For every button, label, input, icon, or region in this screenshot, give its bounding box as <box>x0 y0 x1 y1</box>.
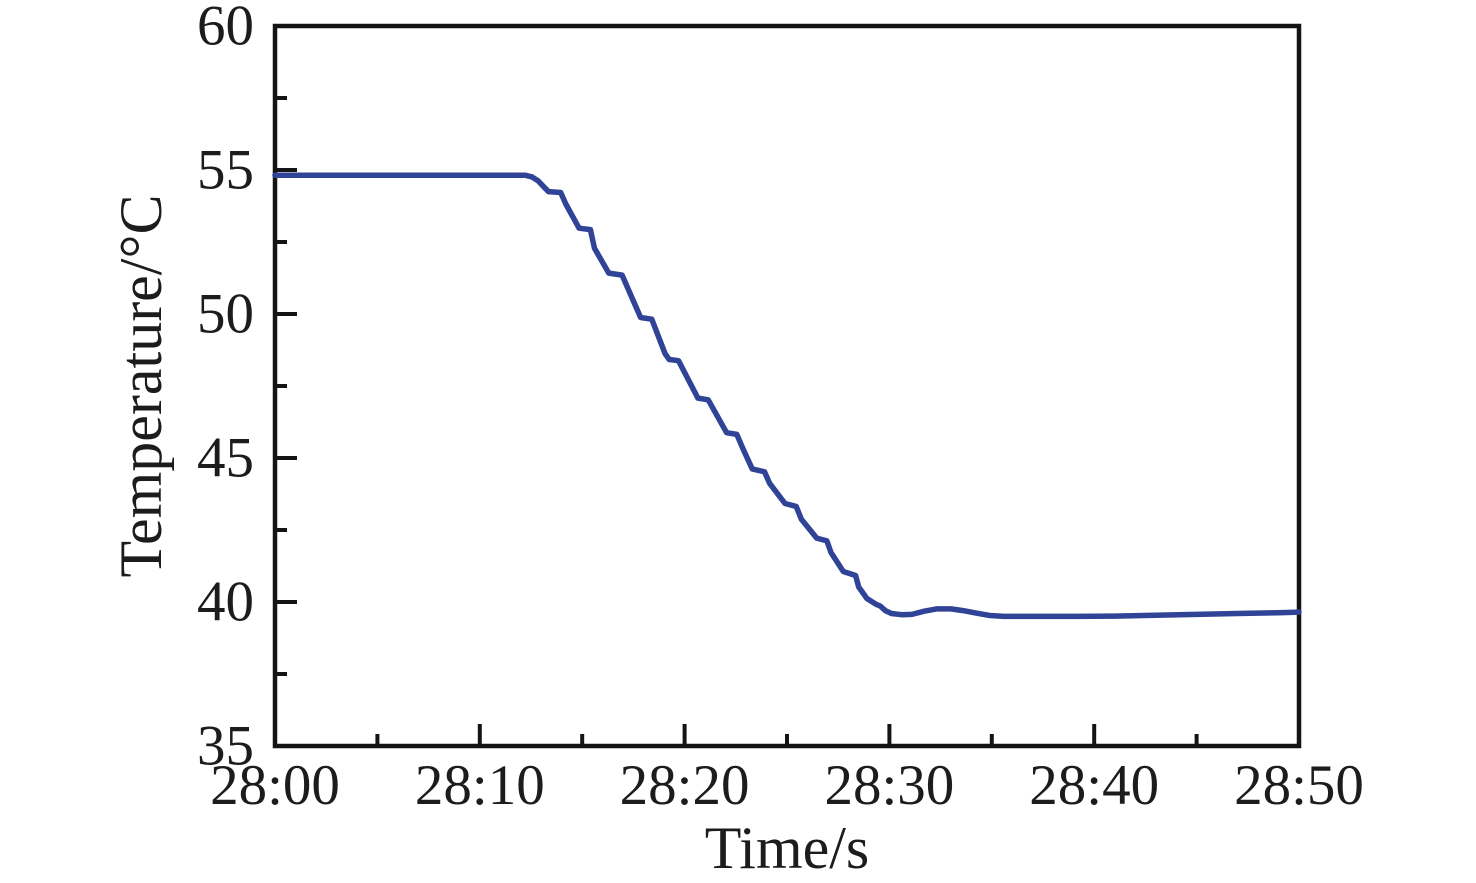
x-axis-title: Time/s <box>704 815 870 881</box>
y-tick-label: 45 <box>197 426 254 490</box>
x-tick-label: 28:10 <box>414 754 545 817</box>
plot-frame <box>272 23 1302 749</box>
x-tick-label: 28:00 <box>210 754 340 817</box>
x-tick-label: 28:40 <box>1029 754 1160 817</box>
y-tick-label: 35 <box>197 714 254 778</box>
y-tick-label: 40 <box>197 570 254 634</box>
x-tick-label: 28:20 <box>619 754 750 817</box>
x-tick-label: 28:50 <box>1234 754 1364 817</box>
y-tick-label: 60 <box>197 0 254 58</box>
y-tick-label: 55 <box>197 138 254 202</box>
x-tick-label: 28:30 <box>824 754 955 817</box>
series-temperature-line <box>272 172 1302 620</box>
y-axis-title: Temperature/°C <box>108 194 174 578</box>
y-tick-label: 50 <box>197 282 254 346</box>
